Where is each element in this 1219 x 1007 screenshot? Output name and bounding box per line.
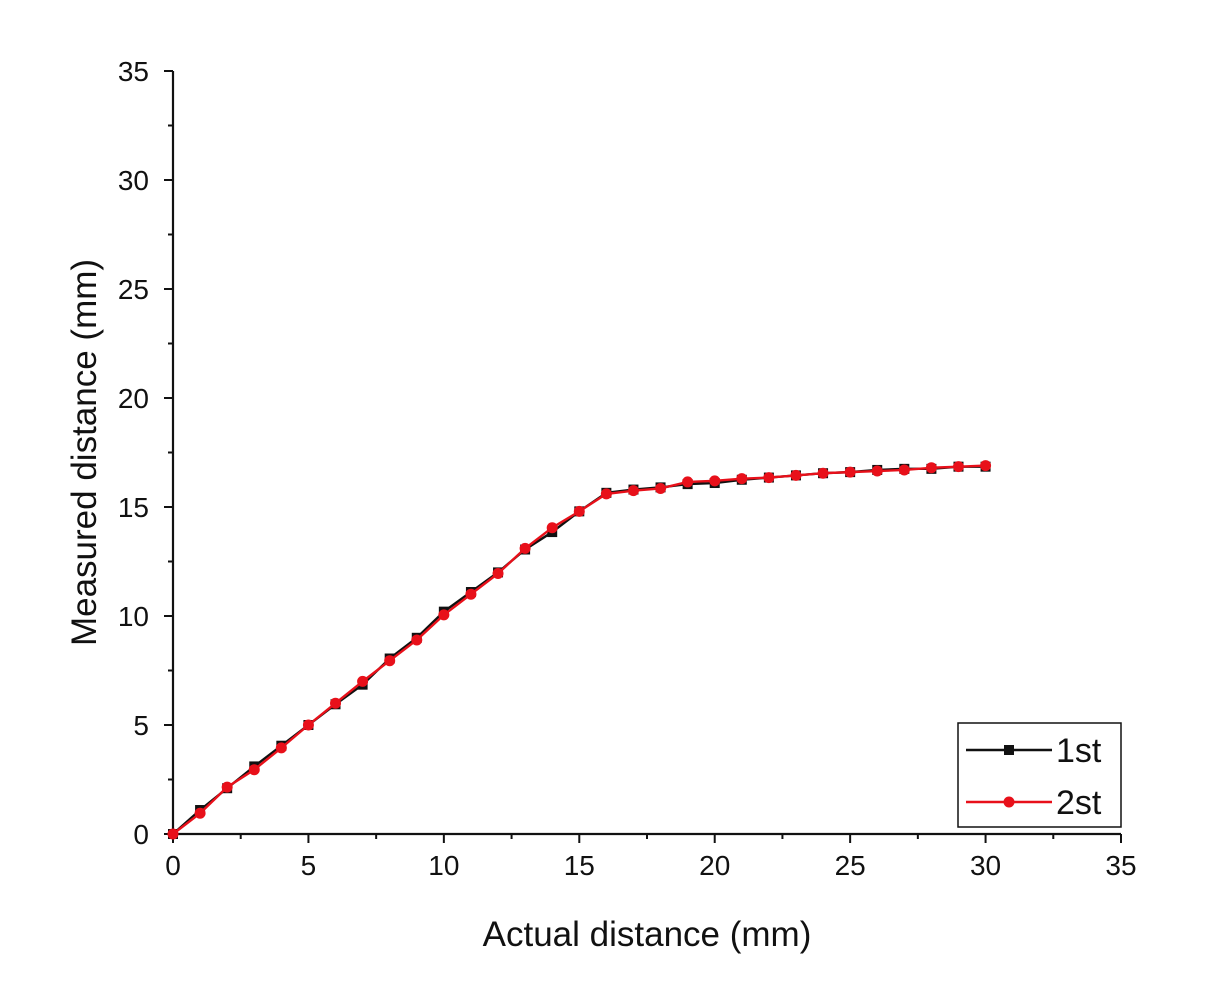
legend-box: [957, 722, 1122, 828]
data-point: [627, 485, 639, 497]
data-point: [546, 522, 558, 534]
x-axis-title: Actual distance (mm): [483, 915, 812, 954]
data-point: [384, 655, 396, 667]
legend-label: 1st: [1056, 732, 1102, 770]
x-tick-label: 15: [564, 850, 595, 881]
data-point: [357, 675, 369, 687]
legend-marker: [1004, 745, 1014, 755]
data-point: [194, 807, 206, 819]
series-line: [172, 464, 986, 835]
y-tick-label: 15: [118, 492, 149, 523]
x-tick-label: 20: [699, 850, 730, 881]
y-tick-label: 25: [118, 274, 149, 305]
x-tick-label: 30: [970, 850, 1001, 881]
y-axis-title: Measured distance (mm): [65, 259, 104, 646]
x-tick-label: 10: [428, 850, 459, 881]
data-point: [871, 465, 883, 477]
data-point: [221, 781, 233, 793]
data-point: [952, 461, 964, 473]
series-layer: [167, 460, 992, 840]
y-tick-label: 5: [133, 710, 149, 741]
series-2: [167, 460, 992, 840]
data-point: [736, 473, 748, 485]
data-point: [898, 464, 910, 476]
data-point: [600, 488, 612, 500]
legend-item: 2st: [966, 784, 1102, 822]
y-tick-label: 30: [118, 165, 149, 196]
data-point: [275, 742, 287, 754]
data-point: [980, 460, 992, 472]
y-tick-label: 20: [118, 383, 149, 414]
data-point: [709, 475, 721, 487]
data-point: [655, 482, 667, 494]
data-point: [817, 467, 829, 479]
series-1: [168, 461, 991, 839]
data-point: [844, 466, 856, 478]
x-tick-label: 25: [835, 850, 866, 881]
x-tick-label: 35: [1105, 850, 1136, 881]
data-point: [248, 764, 260, 776]
series-line: [172, 465, 986, 835]
legend-label: 2st: [1056, 784, 1102, 822]
x-tick-label: 0: [165, 850, 181, 881]
data-point: [302, 719, 314, 731]
legend-marker: [1003, 796, 1015, 808]
y-tick-label: 35: [118, 56, 149, 87]
data-point: [167, 828, 179, 840]
data-point: [790, 469, 802, 481]
data-point: [438, 609, 450, 621]
data-point: [682, 476, 694, 488]
data-point: [573, 505, 585, 517]
y-tick-label: 0: [133, 819, 149, 850]
x-tick-label: 5: [301, 850, 317, 881]
data-point: [925, 462, 937, 474]
data-point: [492, 567, 504, 579]
axis-ticks: 0 5 10 15 20 25 30 35 0 5 10 15 20 25 30 35: [118, 56, 1137, 881]
data-point: [330, 697, 342, 709]
y-tick-label: 10: [118, 601, 149, 632]
data-point: [763, 472, 775, 484]
data-point: [411, 634, 423, 646]
legend-item: 1st: [966, 732, 1102, 770]
data-point: [465, 588, 477, 600]
data-point: [519, 542, 531, 554]
